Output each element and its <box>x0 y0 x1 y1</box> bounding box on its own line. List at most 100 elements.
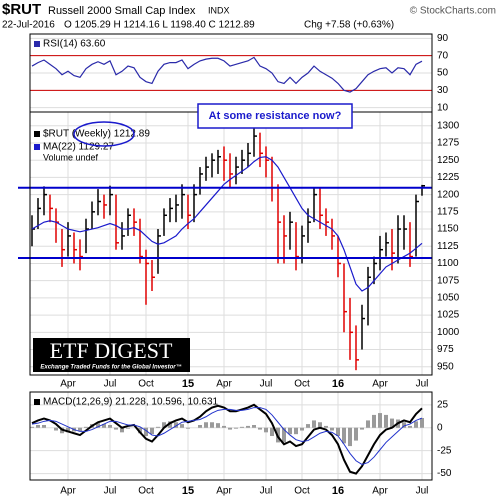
histogram-bar <box>216 423 220 428</box>
histogram-bar <box>156 426 160 428</box>
quote: O 1205.29 H 1214.16 L 1198.40 C 1212.89 <box>64 20 255 31</box>
histogram-bar <box>36 425 40 428</box>
histogram-bar <box>324 425 328 428</box>
histogram-bar <box>84 426 88 428</box>
legend-swatch <box>34 399 40 405</box>
x-tick-label: Jul <box>260 486 273 497</box>
histogram-bar <box>270 427 274 436</box>
histogram-bar <box>234 427 238 429</box>
histogram-bar <box>66 427 70 433</box>
histogram-bar <box>144 427 148 436</box>
histogram-bar <box>252 425 256 428</box>
histogram-bar <box>240 426 244 428</box>
source: © StockCharts.com <box>410 6 496 17</box>
y-tick-label: 25 <box>437 399 449 410</box>
symbol: $RUT <box>2 1 41 18</box>
histogram-bar <box>204 422 208 428</box>
y-tick-label: 0 <box>437 422 443 433</box>
x-tick-label: 15 <box>182 485 194 497</box>
y-tick-label: 1075 <box>437 275 460 286</box>
panel: Apr Jul Oct 15 Apr Jul Oct 16 Apr Jul 950 975 1000 10… <box>18 111 460 390</box>
histogram-bar <box>390 418 394 428</box>
histogram-bar <box>336 427 340 436</box>
histogram-bar <box>330 427 334 431</box>
y-tick-label: 975 <box>437 344 454 355</box>
histogram-bar <box>222 425 226 428</box>
histogram-bar <box>96 423 100 428</box>
index-name: Russell 2000 Small Cap Index <box>48 5 196 17</box>
histogram-bar <box>198 425 202 428</box>
x-tick-label: Oct <box>138 379 154 390</box>
panel: Apr Jul Oct 15 Apr Jul Oct 16 Apr Jul -50 -25 0 25 MAC… <box>29 391 452 497</box>
y-tick-label: 90 <box>437 33 449 44</box>
histogram-bar <box>174 422 178 428</box>
histogram-bar <box>318 422 322 428</box>
histogram-bar <box>180 424 184 428</box>
legend-label: MA(22) 1129.27 <box>43 142 114 153</box>
logo-title: ETF DIGEST <box>50 338 173 363</box>
histogram-bar <box>162 422 166 428</box>
histogram-bar <box>378 413 382 428</box>
histogram-bar <box>210 422 214 428</box>
histogram-bar <box>294 427 298 435</box>
y-tick-label: 1200 <box>437 189 460 200</box>
histogram-bar <box>54 427 58 431</box>
x-tick-label: Apr <box>372 379 388 390</box>
x-tick-label: Apr <box>216 379 232 390</box>
histogram-bar <box>354 427 358 441</box>
x-tick-label: Apr <box>60 379 76 390</box>
overlay: At some resistance now? ETF DIGEST Excha… <box>33 103 353 372</box>
histogram-bar <box>402 422 406 428</box>
series-line <box>31 56 423 93</box>
y-tick-label: -25 <box>437 445 452 456</box>
x-tick-label: Apr <box>216 486 232 497</box>
histogram-bar <box>120 427 124 433</box>
header: $RUT Russell 2000 Small Cap Index INDX ©… <box>2 1 496 31</box>
histogram-bar <box>114 427 118 430</box>
histogram-bar <box>102 424 106 428</box>
histogram-bar <box>288 427 292 435</box>
histogram-bar <box>348 427 352 447</box>
histogram-bar <box>306 424 310 428</box>
y-tick-label: 1150 <box>437 224 459 235</box>
x-tick-label: Oct <box>294 379 310 390</box>
histogram-bar <box>30 426 34 428</box>
x-tick-label: Apr <box>60 486 76 497</box>
highlight-ellipse <box>73 121 135 147</box>
series-line <box>31 407 423 465</box>
histogram-bar <box>360 427 364 430</box>
legend-label: $RUT (Weekly) 1212.89 <box>43 129 150 140</box>
y-tick-label: 1175 <box>437 206 459 217</box>
histogram-bar <box>312 420 316 428</box>
series-line <box>31 156 423 292</box>
histogram-bar <box>414 421 418 428</box>
x-tick-label: Jul <box>416 379 429 390</box>
y-tick-label: 70 <box>437 50 449 61</box>
x-tick-label: Apr <box>372 486 388 497</box>
logo-box <box>33 338 190 372</box>
x-tick-label: 15 <box>182 378 194 390</box>
legend-label: RSI(14) 63.60 <box>43 39 106 50</box>
histogram-bar <box>78 427 82 432</box>
histogram-bar <box>138 427 142 434</box>
x-tick-label: Jul <box>104 486 117 497</box>
histogram-bar <box>384 414 388 428</box>
histogram-bar <box>246 425 250 428</box>
y-tick-label: 1300 <box>437 120 460 131</box>
y-tick-label: 50 <box>437 68 449 79</box>
date: 22-Jul-2016 <box>2 20 55 31</box>
change: Chg +7.58 (+0.63%) <box>304 20 394 31</box>
histogram-bar <box>342 427 346 444</box>
logo-tagline: Exchange Traded Funds for the Global Inv… <box>40 364 181 371</box>
y-tick-label: 30 <box>437 85 449 96</box>
annotation-box <box>197 103 353 129</box>
x-tick-label: Oct <box>138 486 154 497</box>
legend-label: Volume undef <box>43 152 99 162</box>
y-tick-label: 1125 <box>437 241 459 252</box>
exchange: INDX <box>208 5 230 15</box>
histogram-bar <box>282 427 286 443</box>
legend-swatch <box>34 144 40 150</box>
histogram-bar <box>186 427 190 429</box>
histogram-bar <box>264 427 268 433</box>
